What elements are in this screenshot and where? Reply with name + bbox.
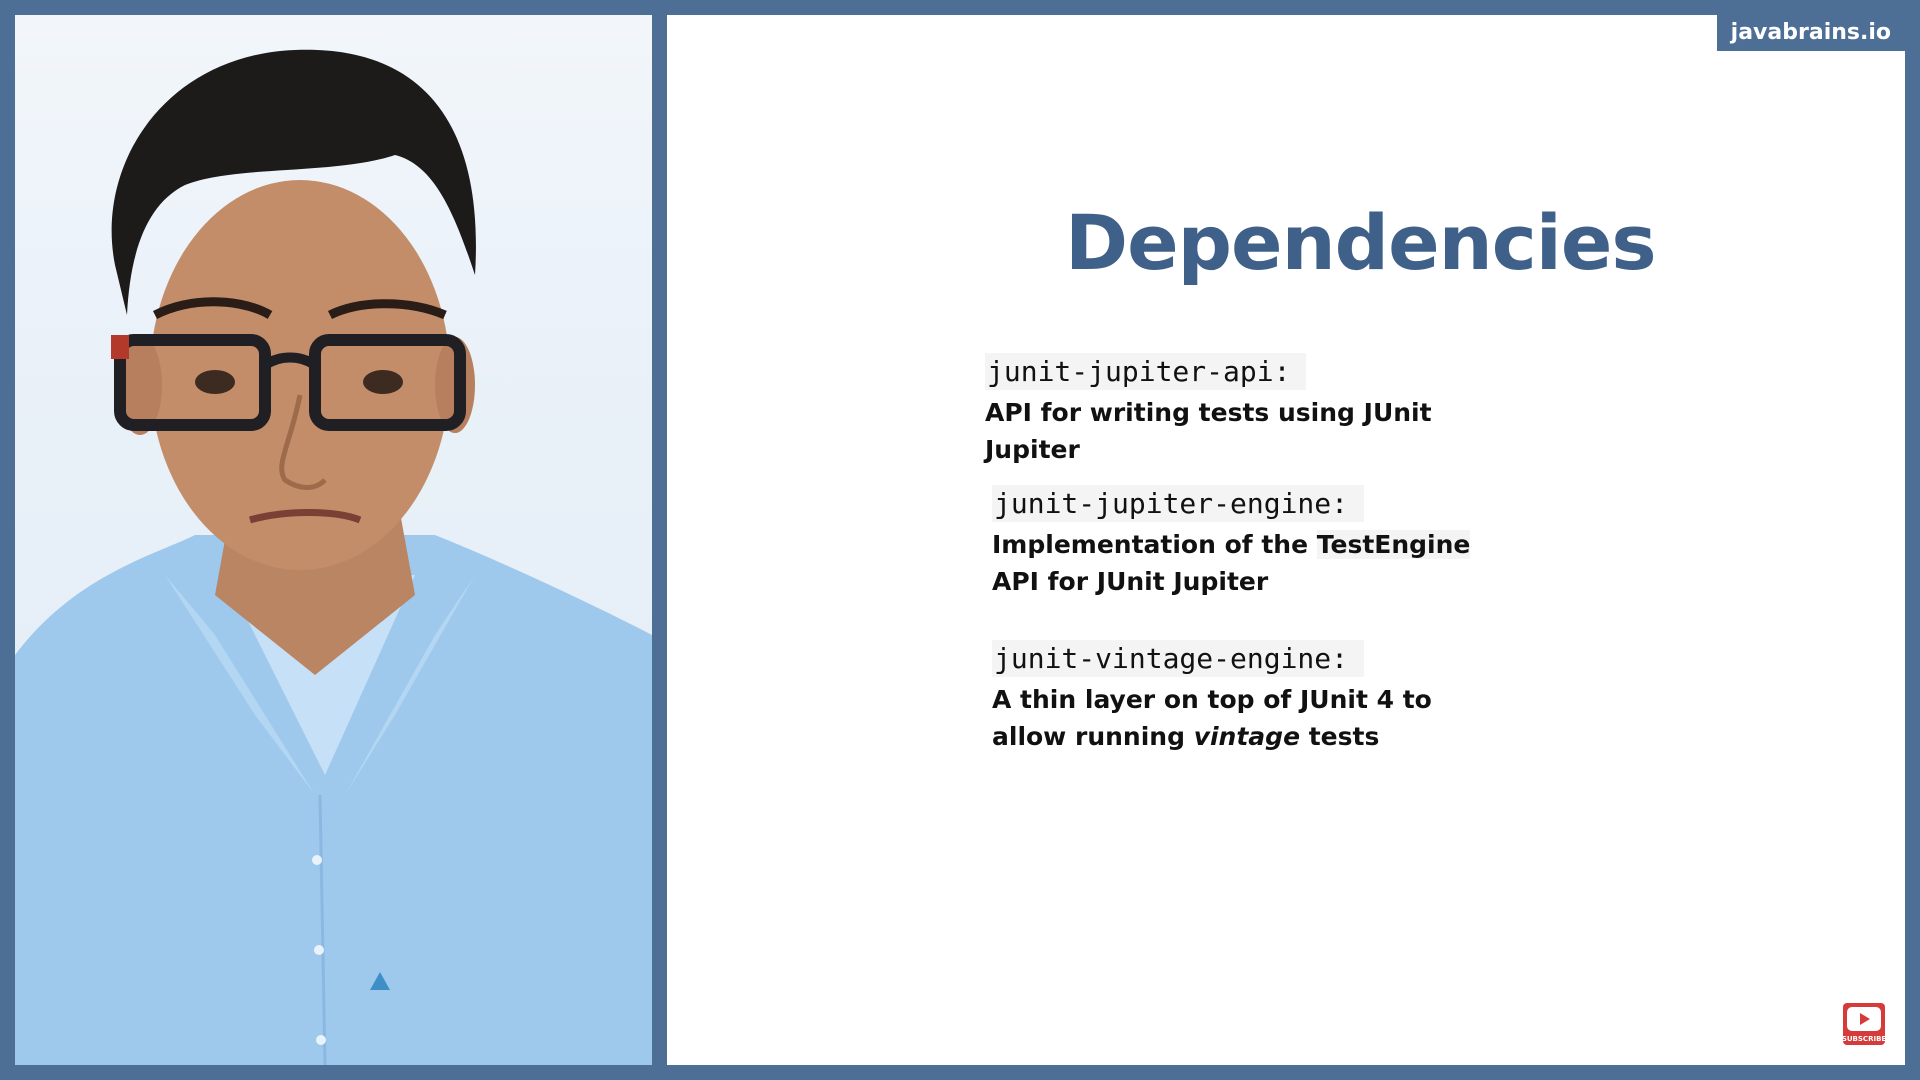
subscribe-button[interactable]: SUBSCRIBE <box>1843 1003 1885 1045</box>
subscribe-play-icon: SUBSCRIBE <box>1843 1007 1885 1043</box>
slide-panel: javabrains.io Dependencies junit-jupiter… <box>667 15 1905 1065</box>
description-highlight: TestEngine <box>1316 530 1471 559</box>
description-italic: vintage <box>1193 722 1301 751</box>
description-prefix: A thin layer on top of JUnit 4 to allow … <box>992 685 1432 751</box>
dependency-item: junit-jupiter-engine: Implementation of … <box>992 485 1512 600</box>
dependency-description: API for writing tests using JUnit Jupite… <box>985 398 1432 464</box>
presenter-video <box>15 15 652 1065</box>
dependency-name: junit-jupiter-engine: <box>992 485 1365 522</box>
dependency-description: Implementation of the TestEngine API for… <box>992 526 1512 600</box>
description-suffix: tests <box>1300 722 1380 751</box>
brand-badge[interactable]: javabrains.io <box>1716 15 1905 51</box>
description-prefix: Implementation of the <box>992 530 1317 559</box>
dependency-name: junit-vintage-engine: <box>992 640 1365 677</box>
dependency-name: junit-jupiter-api: <box>985 353 1307 390</box>
subscribe-label: SUBSCRIBE <box>1843 1035 1885 1043</box>
dependency-description: A thin layer on top of JUnit 4 to allow … <box>992 681 1512 755</box>
dependency-item: junit-vintage-engine: A thin layer on to… <box>992 640 1512 755</box>
presenter-image <box>15 49 652 1065</box>
slide-title: Dependencies <box>1065 198 1657 287</box>
description-suffix: API for JUnit Jupiter <box>992 567 1269 596</box>
dependency-item: junit-jupiter-api: API for writing tests… <box>985 353 1505 468</box>
